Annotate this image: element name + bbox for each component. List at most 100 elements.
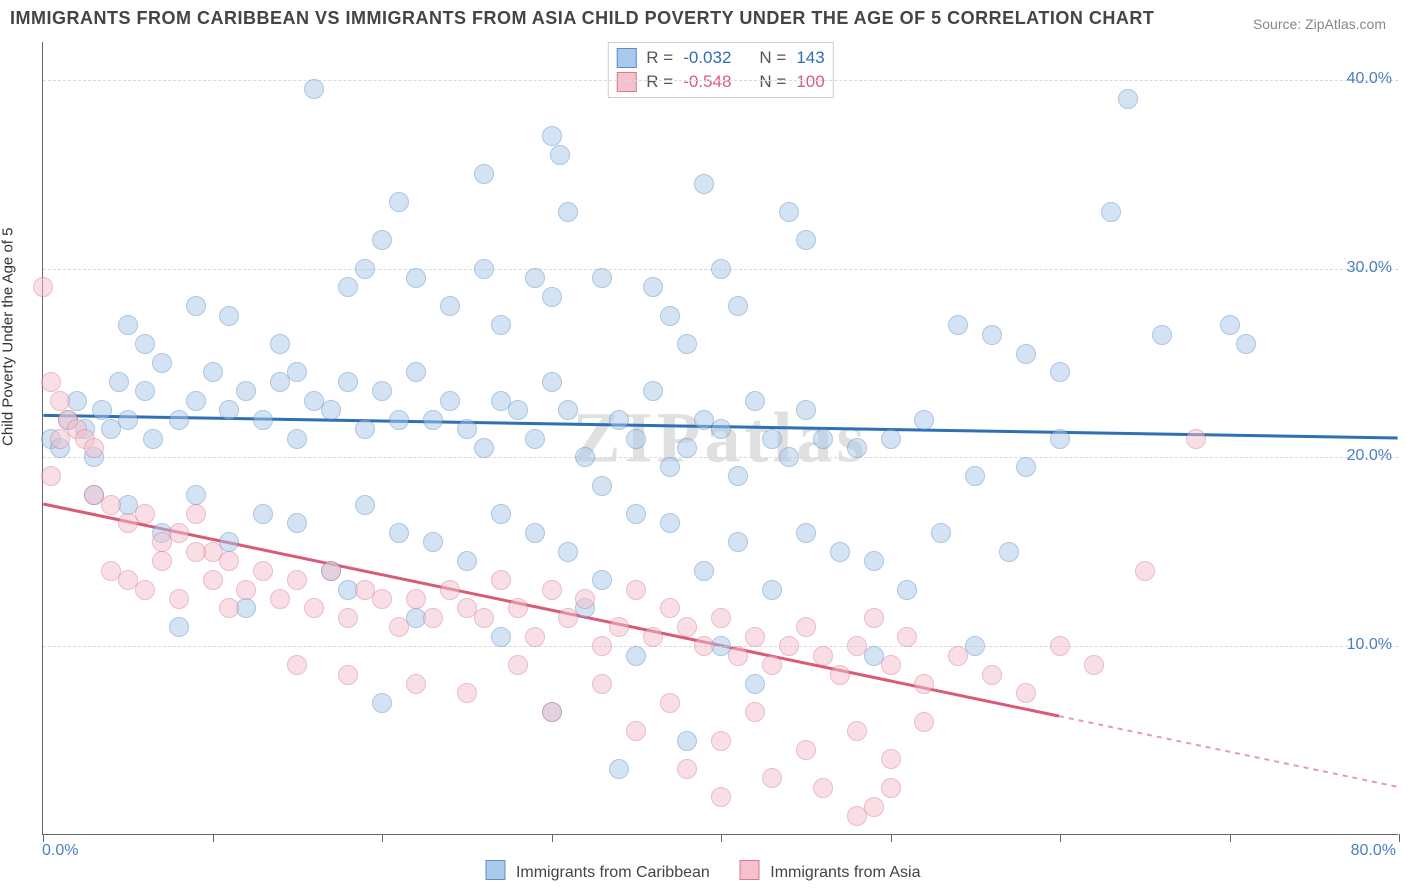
data-point-series-0: [897, 580, 917, 600]
data-point-series-0: [389, 410, 409, 430]
chart-container: IMMIGRANTS FROM CARIBBEAN VS IMMIGRANTS …: [0, 0, 1406, 892]
data-point-series-0: [270, 372, 290, 392]
data-point-series-0: [203, 362, 223, 382]
data-point-series-0: [135, 381, 155, 401]
data-point-series-1: [660, 598, 680, 618]
data-point-series-0: [728, 466, 748, 486]
data-point-series-0: [813, 429, 833, 449]
data-point-series-1: [745, 627, 765, 647]
data-point-series-0: [253, 504, 273, 524]
data-point-series-0: [999, 542, 1019, 562]
data-point-series-0: [626, 646, 646, 666]
source-attribution: Source: ZipAtlas.com: [1253, 16, 1386, 32]
data-point-series-1: [457, 683, 477, 703]
x-tick: [213, 834, 214, 842]
data-point-series-0: [253, 410, 273, 430]
data-point-series-0: [338, 372, 358, 392]
data-point-series-0: [440, 296, 460, 316]
data-point-series-1: [762, 655, 782, 675]
data-point-series-0: [677, 334, 697, 354]
data-point-series-0: [677, 731, 697, 751]
stats-row-series-0: R = -0.032 N = 143: [616, 46, 824, 70]
data-point-series-1: [779, 636, 799, 656]
data-point-series-0: [423, 532, 443, 552]
data-point-series-0: [406, 268, 426, 288]
data-point-series-1: [33, 277, 53, 297]
data-point-series-1: [304, 598, 324, 618]
data-point-series-0: [542, 372, 562, 392]
data-point-series-1: [1135, 561, 1155, 581]
data-point-series-1: [169, 523, 189, 543]
data-point-series-1: [406, 674, 426, 694]
data-point-series-0: [236, 598, 256, 618]
data-point-series-0: [575, 447, 595, 467]
data-point-series-1: [389, 617, 409, 637]
x-axis-max-label: 80.0%: [1351, 842, 1396, 860]
data-point-series-0: [1220, 315, 1240, 335]
data-point-series-1: [219, 551, 239, 571]
data-point-series-1: [830, 665, 850, 685]
data-point-series-1: [677, 759, 697, 779]
data-point-series-0: [457, 551, 477, 571]
data-point-series-0: [1016, 457, 1036, 477]
data-point-series-0: [745, 391, 765, 411]
stats-n-label: N =: [759, 70, 786, 94]
data-point-series-1: [203, 570, 223, 590]
data-point-series-0: [474, 438, 494, 458]
data-point-series-0: [236, 381, 256, 401]
data-point-series-1: [525, 627, 545, 647]
data-point-series-0: [965, 466, 985, 486]
data-point-series-1: [321, 561, 341, 581]
data-point-series-1: [1186, 429, 1206, 449]
data-point-series-1: [135, 504, 155, 524]
data-point-series-0: [830, 542, 850, 562]
data-point-series-0: [558, 542, 578, 562]
data-point-series-1: [711, 787, 731, 807]
data-point-series-0: [219, 306, 239, 326]
legend-swatch-1: [740, 860, 760, 880]
data-point-series-0: [423, 410, 443, 430]
data-point-series-1: [796, 740, 816, 760]
x-axis-min-label: 0.0%: [42, 842, 78, 860]
swatch-series-1: [616, 72, 636, 92]
x-tick: [552, 834, 553, 842]
data-point-series-1: [592, 674, 612, 694]
data-point-series-1: [491, 570, 511, 590]
data-point-series-0: [643, 277, 663, 297]
data-point-series-0: [474, 259, 494, 279]
data-point-series-0: [389, 192, 409, 212]
data-point-series-1: [813, 646, 833, 666]
swatch-series-0: [616, 48, 636, 68]
data-point-series-1: [287, 570, 307, 590]
stats-r-label: R =: [646, 46, 673, 70]
data-point-series-1: [508, 655, 528, 675]
data-point-series-0: [660, 306, 680, 326]
data-point-series-1: [41, 466, 61, 486]
data-point-series-1: [50, 391, 70, 411]
data-point-series-0: [474, 164, 494, 184]
data-point-series-0: [881, 429, 901, 449]
data-point-series-0: [660, 513, 680, 533]
data-point-series-1: [236, 580, 256, 600]
x-tick: [1230, 834, 1231, 842]
data-point-series-0: [219, 400, 239, 420]
data-point-series-1: [864, 608, 884, 628]
data-point-series-0: [609, 759, 629, 779]
stats-row-series-1: R = -0.548 N = 100: [616, 70, 824, 94]
data-point-series-1: [660, 693, 680, 713]
data-point-series-0: [287, 513, 307, 533]
data-point-series-1: [101, 495, 121, 515]
data-point-series-0: [779, 447, 799, 467]
data-point-series-0: [270, 334, 290, 354]
data-point-series-0: [1152, 325, 1172, 345]
bottom-legend: Immigrants from Caribbean Immigrants fro…: [485, 860, 920, 882]
data-point-series-0: [948, 315, 968, 335]
data-point-series-0: [728, 296, 748, 316]
data-point-series-1: [406, 589, 426, 609]
data-point-series-1: [542, 702, 562, 722]
data-point-series-1: [881, 778, 901, 798]
data-point-series-0: [1118, 89, 1138, 109]
data-point-series-0: [762, 429, 782, 449]
data-point-series-1: [948, 646, 968, 666]
data-point-series-0: [355, 259, 375, 279]
